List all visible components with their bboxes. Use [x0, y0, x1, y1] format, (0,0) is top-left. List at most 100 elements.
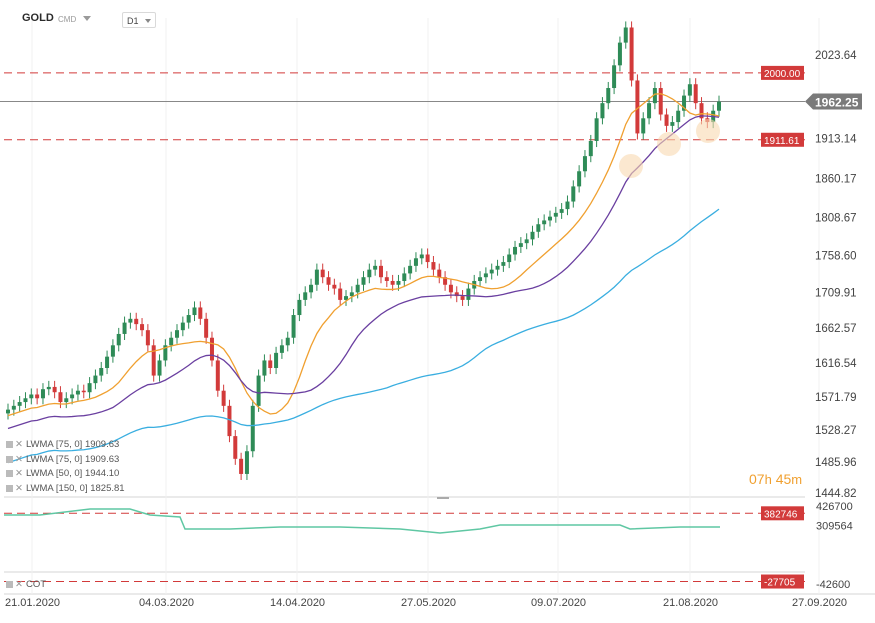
gear-icon[interactable]	[6, 580, 13, 588]
legend-name: LWMA	[25, 483, 54, 494]
y-tick-label: 1616.54	[815, 358, 857, 370]
close-icon[interactable]: ✕	[15, 439, 23, 450]
legend-item[interactable]: ✕ LWMA [75, 0] 1909.63	[6, 439, 119, 450]
cot-label: COT	[25, 579, 47, 590]
candle-body	[699, 103, 704, 119]
candle-body	[565, 201, 570, 210]
gear-icon[interactable]	[6, 455, 13, 463]
timeframe-select[interactable]: D1	[122, 12, 156, 28]
current-price-label: 1962.25	[815, 95, 859, 109]
candle-body	[151, 345, 156, 376]
legend-value: 1825.81	[90, 483, 125, 494]
candle-body	[553, 212, 558, 217]
candle-body	[582, 156, 587, 172]
timer-h-unit: h	[764, 472, 772, 487]
candle-body	[140, 324, 145, 331]
candle-body	[116, 333, 121, 346]
candle-body	[326, 277, 331, 285]
candle-body	[134, 318, 139, 325]
cot-level-label: -27705	[764, 578, 796, 589]
lwma-50-line	[7, 93, 720, 417]
candle-body	[274, 352, 279, 369]
candle-body	[81, 390, 86, 393]
candle-body	[17, 402, 22, 406]
candle-body	[46, 386, 51, 390]
x-tick-label: 27.09.2020	[792, 597, 847, 609]
y-tick-label: 1913.14	[815, 134, 857, 146]
legend-item[interactable]: ✕ LWMA [50, 0] 1944.10	[6, 468, 119, 479]
legend-item[interactable]: ✕ LWMA [75, 0] 1909.63	[6, 454, 119, 465]
gear-icon[interactable]	[6, 469, 13, 477]
legend-value: 1909.63	[84, 454, 120, 465]
candle-body	[635, 80, 640, 134]
x-tick-label: 27.05.2020	[401, 597, 456, 609]
candle-body	[378, 265, 383, 278]
candle-body	[547, 216, 552, 221]
candle-body	[524, 239, 529, 244]
candle-body	[40, 389, 45, 399]
candle-body	[501, 262, 506, 266]
legend-params: [50, 0]	[55, 468, 83, 479]
candle-timer: 07h 45m	[749, 471, 802, 487]
candle-body	[670, 122, 675, 126]
x-tick-label: 04.03.2020	[139, 597, 194, 609]
chevron-down-icon[interactable]	[83, 16, 91, 21]
candle-body	[606, 88, 611, 104]
candle-body	[536, 224, 541, 232]
legend-params: [150, 0]	[55, 483, 88, 494]
candle-body	[349, 292, 354, 297]
candle-body	[198, 307, 203, 319]
legend-item[interactable]: ✕ LWMA [150, 0] 1825.81	[6, 483, 125, 494]
candle-body	[413, 258, 418, 266]
gear-icon[interactable]	[6, 484, 13, 492]
candle-body	[291, 315, 296, 338]
close-icon[interactable]: ✕	[15, 579, 23, 590]
candle-body	[664, 114, 669, 126]
candle-body	[460, 296, 465, 300]
close-icon[interactable]: ✕	[15, 454, 23, 465]
candle-body	[402, 273, 407, 281]
candle-body	[478, 277, 483, 281]
candle-body	[466, 288, 471, 300]
level-tag	[761, 132, 804, 147]
x-tick-label: 21.01.2020	[5, 597, 60, 609]
lwma-75-line	[7, 115, 720, 430]
candle-body	[489, 269, 494, 274]
cot-level-tag	[761, 506, 804, 521]
candle-body	[594, 118, 599, 141]
candle-body	[623, 27, 628, 43]
y-tick-label: 1758.60	[815, 251, 857, 263]
timer-hours: 07	[749, 471, 765, 487]
cot-tick-label: 426700	[816, 501, 853, 513]
candle-body	[332, 284, 337, 289]
candle-body	[577, 171, 582, 187]
y-tick-label: 2023.64	[815, 50, 857, 62]
y-tick-label: 1528.27	[815, 425, 857, 437]
gear-icon[interactable]	[6, 440, 13, 448]
candle-body	[530, 231, 535, 240]
candle-body	[495, 265, 500, 270]
close-icon[interactable]: ✕	[15, 483, 23, 494]
y-tick-label: 1808.67	[815, 213, 857, 225]
symbol-label: GOLD	[22, 12, 54, 24]
timer-m-unit: m	[791, 472, 803, 487]
candle-body	[617, 42, 622, 66]
candle-body	[209, 337, 214, 361]
candle-body	[163, 345, 168, 361]
y-tick-label: 1662.57	[815, 323, 857, 335]
candle-body	[75, 390, 80, 395]
lwma-150-line	[7, 208, 720, 464]
candle-body	[454, 292, 459, 297]
cot-legend[interactable]: ✕ COT	[6, 579, 46, 590]
close-icon[interactable]: ✕	[15, 468, 23, 479]
candle-body	[338, 288, 343, 300]
candle-body	[483, 273, 488, 278]
candle-body	[588, 140, 593, 157]
candle-body	[64, 398, 69, 403]
legend-name: LWMA	[25, 468, 54, 479]
candle-body	[262, 360, 267, 376]
candle-body	[221, 390, 226, 406]
market-label: CMD	[58, 15, 77, 24]
